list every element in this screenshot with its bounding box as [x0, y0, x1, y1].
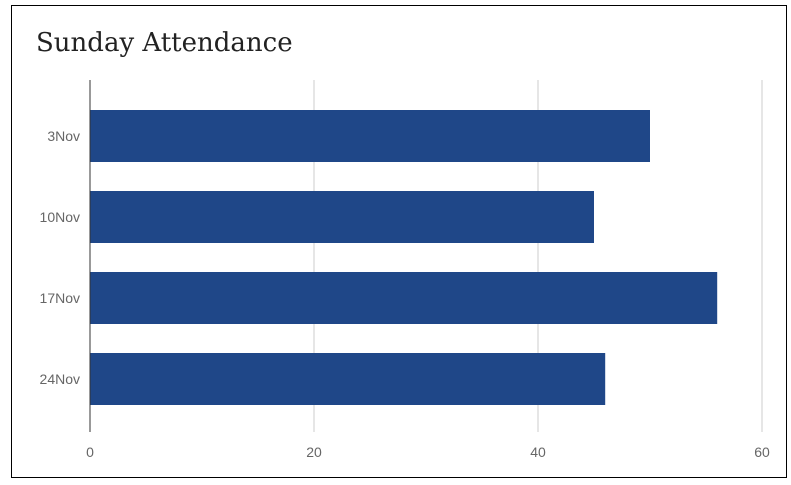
bars [90, 110, 718, 405]
chart-title: Sunday Attendance [36, 28, 293, 58]
category-labels: 3Nov 10Nov 17Nov 24Nov [40, 128, 80, 387]
category-label: 3Nov [47, 128, 80, 144]
x-tick-label: 0 [86, 444, 94, 460]
x-tick-label: 20 [306, 444, 322, 460]
x-tick-label: 40 [530, 444, 546, 460]
bar-10Nov [90, 191, 594, 243]
bar-24Nov [90, 353, 606, 405]
bar-3Nov [90, 110, 650, 162]
category-label: 10Nov [40, 209, 80, 225]
x-tick-label: 60 [754, 444, 770, 460]
bar-17Nov [90, 272, 718, 324]
category-label: 17Nov [40, 290, 80, 306]
x-tick-labels: 0 20 40 60 [86, 444, 770, 460]
category-label: 24Nov [40, 371, 80, 387]
